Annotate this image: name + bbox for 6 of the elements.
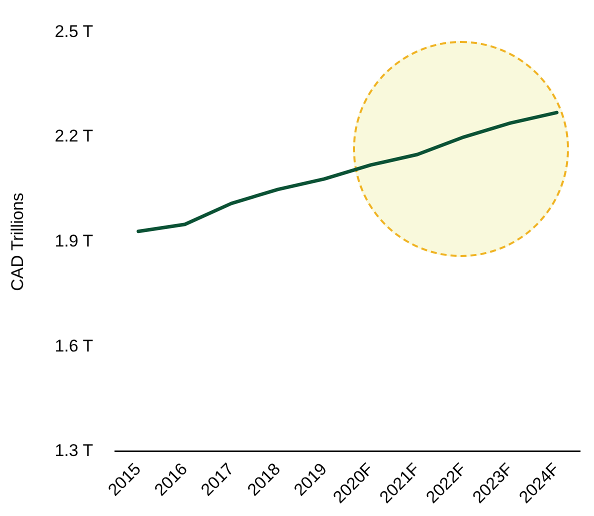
y-tick-label: 1.9 T <box>54 232 94 251</box>
y-tick-label: 2.2 T <box>54 126 94 146</box>
y-axis-title: CAD Trillions <box>8 192 27 291</box>
y-tick-label: 1.6 T <box>54 336 94 356</box>
y-tick-label: 1.3 T <box>54 441 94 460</box>
y-tick-label: 2.5 T <box>54 22 94 41</box>
